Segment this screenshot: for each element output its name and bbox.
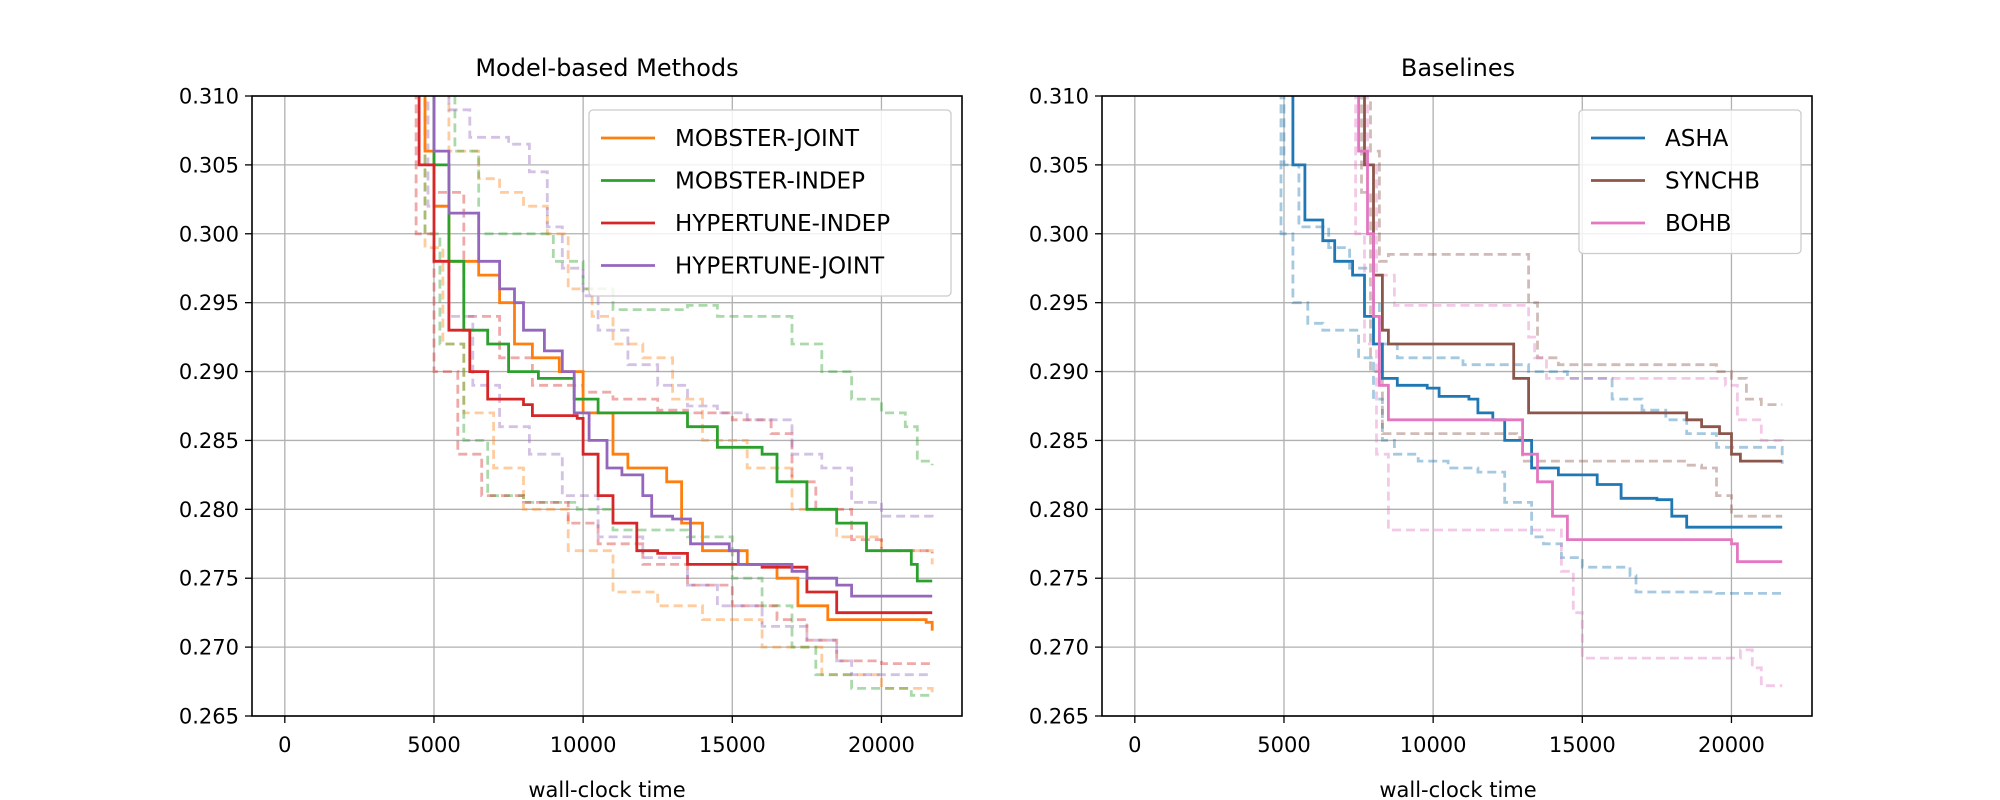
left-plot-area: 0 5000 10000 15000 20000 0.265 0.270 0.275 0.280… <box>179 85 963 757</box>
right-plot-area: 0 5000 10000 15000 20000 0.265 0.270 0.275 0.280… <box>1029 85 1813 757</box>
left-xtick-label: 15000 <box>699 733 766 757</box>
right-synchb-line <box>1363 96 1783 463</box>
left-ytick-label: 0.295 <box>179 291 239 315</box>
left-legend-label-hypertune-joint: HYPERTUNE-JOINT <box>675 254 885 280</box>
right-synchb-upper-band <box>1369 96 1783 406</box>
left-xtick-label: 0 <box>278 733 291 757</box>
left-legend-label-mobster-joint: MOBSTER-JOINT <box>675 126 860 152</box>
right-bohb-lower-band <box>1354 96 1783 688</box>
right-xtick-label: 5000 <box>1257 733 1310 757</box>
left-ytick-label: 0.300 <box>179 222 239 246</box>
right-axes-frame <box>1101 95 1813 717</box>
right-bohb-line <box>1357 96 1783 564</box>
left-ytick-label: 0.280 <box>179 498 239 522</box>
left-ytick-label: 0.305 <box>179 153 239 177</box>
right-ytick-label: 0.295 <box>1029 291 1089 315</box>
right-asha-upper-band <box>1282 96 1784 464</box>
right-legend: ASHA SYNCHB BOHB <box>1578 109 1802 255</box>
left-mobster-joint-lower-band <box>423 96 934 696</box>
left-hypertune-indep-lower-band <box>414 96 934 665</box>
right-ytick-label: 0.310 <box>1029 85 1089 109</box>
right-xtick-label: 10000 <box>1400 733 1467 757</box>
right-chart-title: Baselines <box>1401 54 1515 82</box>
left-axes-frame <box>251 95 963 717</box>
left-hypertune-indep-upper-band <box>432 96 934 554</box>
right-asha-line <box>1291 96 1783 529</box>
right-asha-lower-band <box>1279 96 1783 595</box>
left-chart-title: Model-based Methods <box>475 54 738 82</box>
left-ytick-label: 0.310 <box>179 85 239 109</box>
right-ytick-label: 0.290 <box>1029 360 1089 384</box>
left-hypertune-joint-upper-band <box>447 96 934 519</box>
right-xtick-label: 15000 <box>1549 733 1616 757</box>
left-legend-label-hypertune-indep: HYPERTUNE-INDEP <box>675 211 890 237</box>
right-xtick-label: 20000 <box>1698 733 1765 757</box>
right-bohb-upper-band <box>1366 96 1784 444</box>
left-ytick-label: 0.285 <box>179 429 239 453</box>
left-chart-xlabel: wall-clock time <box>528 778 685 800</box>
left-mobster-indep-lower-band <box>423 96 934 697</box>
right-ytick-label: 0.275 <box>1029 567 1089 591</box>
right-legend-box <box>1578 109 1802 255</box>
left-legend-box <box>588 109 952 297</box>
right-legend-label-bohb: BOHB <box>1665 211 1732 237</box>
left-xtick-label: 20000 <box>848 733 915 757</box>
right-ytick-label: 0.305 <box>1029 153 1089 177</box>
left-ytick-label: 0.275 <box>179 567 239 591</box>
left-xtick-label: 10000 <box>550 733 617 757</box>
left-legend: MOBSTER-JOINT MOBSTER-INDEP HYPERTUNE-INDE… <box>588 109 952 297</box>
right-chart: Baselines 0 5000 10000 15000 20000 0.265 0.270… <box>1029 54 1813 800</box>
left-hypertune-joint-lower-band <box>426 96 933 677</box>
right-ytick-label: 0.270 <box>1029 636 1089 660</box>
right-ytick-label: 0.280 <box>1029 498 1089 522</box>
left-ytick-label: 0.290 <box>179 360 239 384</box>
right-ytick-label: 0.300 <box>1029 222 1089 246</box>
right-xtick-label: 0 <box>1128 733 1141 757</box>
left-mobster-indep-upper-band <box>453 96 934 466</box>
left-chart: Model-based Methods 0 5000 10000 15000 20000… <box>179 54 963 800</box>
right-legend-label-asha: ASHA <box>1665 126 1729 152</box>
left-xtick-label: 5000 <box>407 733 460 757</box>
right-ytick-label: 0.285 <box>1029 429 1089 453</box>
left-ytick-label: 0.270 <box>179 636 239 660</box>
left-mobster-joint-line <box>423 96 934 631</box>
left-legend-label-mobster-indep: MOBSTER-INDEP <box>675 169 865 195</box>
right-chart-xlabel: wall-clock time <box>1379 778 1536 800</box>
left-hypertune-joint-line <box>432 96 933 598</box>
left-ytick-label: 0.265 <box>179 705 239 729</box>
right-legend-label-synchb: SYNCHB <box>1665 169 1760 195</box>
right-ytick-label: 0.265 <box>1029 705 1089 729</box>
